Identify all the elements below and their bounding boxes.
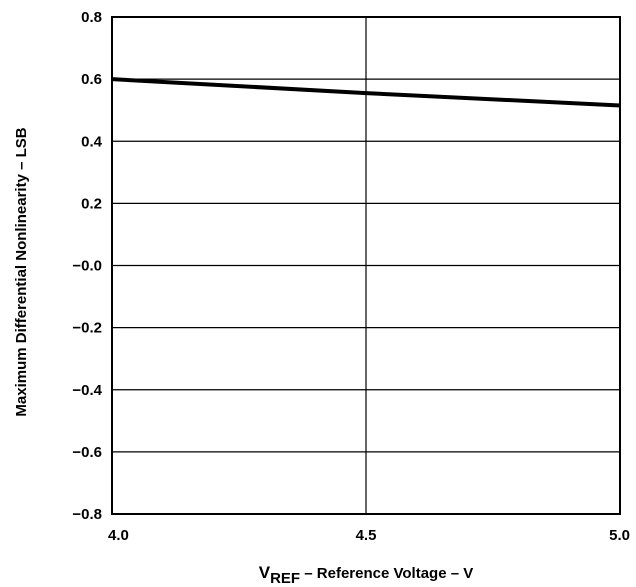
- x-tick-labels: 4.0 4.5 5.0: [108, 527, 630, 544]
- x-tick-label: 4.5: [356, 527, 377, 544]
- y-tick-label: 0.6: [81, 71, 102, 88]
- plot-frame: [111, 16, 621, 515]
- x-tick-label: 5.0: [609, 527, 630, 544]
- y-tick-label: −0.2: [72, 320, 102, 337]
- x-axis-title-prefix: V: [259, 563, 271, 582]
- x-axis-title-subscript: REF: [270, 570, 300, 587]
- y-tick-label: −0.6: [72, 444, 102, 461]
- y-tick-label: −0.0: [72, 258, 102, 275]
- y-tick-label: −0.8: [72, 506, 102, 523]
- y-tick-labels: −0.8 −0.6 −0.4 −0.2 −0.0 0.2 0.4 0.6 0.8: [72, 9, 102, 523]
- y-tick-label: −0.4: [72, 382, 102, 399]
- y-tick-label: 0.8: [81, 9, 102, 26]
- series-line: [111, 77, 621, 108]
- x-axis-title-suffix: – Reference Voltage – V: [300, 565, 473, 582]
- series-layer: [111, 77, 621, 108]
- y-axis-title: Maximum Differential Nonlinearity – LSB: [13, 127, 30, 416]
- y-tick-label: 0.2: [81, 195, 102, 212]
- x-axis-title: VREF – Reference Voltage – V: [259, 563, 473, 587]
- x-tick-label: 4.0: [108, 527, 129, 544]
- y-tick-label: 0.4: [81, 133, 103, 150]
